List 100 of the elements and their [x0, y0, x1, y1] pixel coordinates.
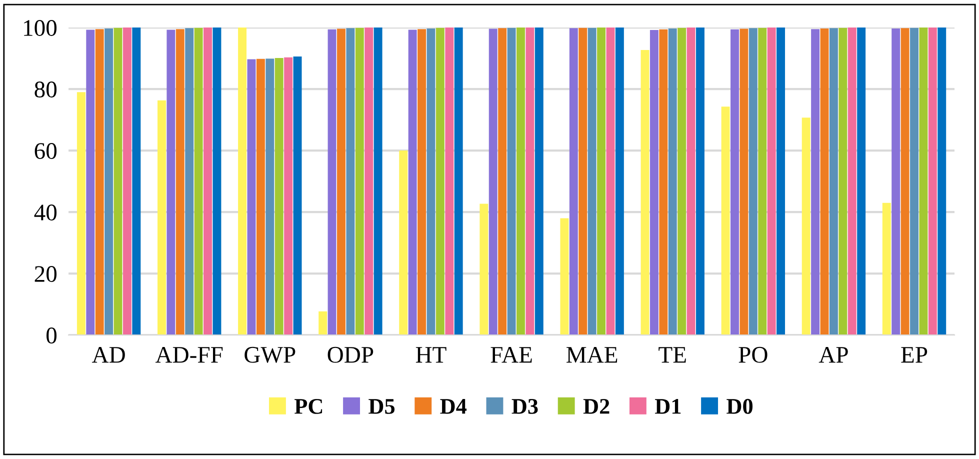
bar	[266, 58, 274, 336]
bar	[86, 30, 95, 336]
bar	[488, 28, 498, 336]
bar	[767, 28, 776, 336]
legend-label: D2	[583, 398, 610, 414]
bar	[659, 29, 668, 336]
bar	[176, 29, 184, 336]
bar	[606, 28, 615, 336]
bar	[158, 100, 166, 336]
bar	[238, 28, 247, 336]
bar	[436, 28, 444, 336]
x-tick-label: AD-FF	[155, 346, 223, 363]
bar	[318, 311, 328, 336]
legend-label: D5	[368, 399, 395, 414]
bar	[650, 30, 658, 336]
bar	[293, 56, 302, 336]
bar	[686, 28, 696, 336]
bar	[838, 28, 848, 336]
bar	[122, 28, 132, 336]
bar	[185, 28, 194, 336]
bar	[337, 28, 346, 336]
bar	[346, 28, 355, 336]
bar	[848, 28, 856, 336]
bar	[399, 150, 408, 336]
x-tick-label: PO	[738, 346, 768, 363]
bar	[274, 58, 284, 336]
legend-label: D4	[440, 399, 467, 414]
bar	[355, 28, 364, 336]
bar	[919, 28, 928, 336]
bar	[507, 28, 516, 336]
bar	[480, 204, 488, 336]
bar	[247, 59, 256, 336]
bar	[640, 50, 650, 336]
x-tick-label: EP	[901, 347, 928, 363]
bar	[721, 106, 730, 336]
bar	[516, 28, 525, 336]
bar	[740, 28, 748, 336]
bar	[256, 58, 265, 336]
bar	[938, 28, 946, 336]
x-tick-label: AD	[92, 346, 125, 363]
legend-label: D1	[655, 399, 681, 414]
bar	[76, 92, 86, 336]
bar	[104, 28, 114, 336]
bar	[114, 28, 122, 336]
y-tick-label: 60	[34, 143, 57, 159]
bar	[892, 28, 900, 336]
bar	[678, 28, 686, 336]
x-tick-label: GWP	[244, 346, 296, 363]
bar	[928, 28, 937, 336]
bar	[597, 28, 606, 336]
bar	[445, 28, 454, 336]
bar	[569, 28, 578, 336]
legend-label: PC	[294, 398, 322, 414]
bar	[802, 118, 810, 336]
bar	[910, 28, 918, 336]
bar	[204, 28, 212, 336]
x-tick-label: MAE	[566, 346, 618, 363]
bar	[418, 29, 426, 336]
bar	[534, 28, 544, 336]
bar	[374, 28, 382, 336]
bar	[730, 29, 739, 336]
bar	[454, 28, 463, 336]
bar	[820, 28, 829, 336]
bar	[882, 202, 891, 336]
bar	[560, 218, 569, 336]
legend-label: D0	[726, 398, 753, 414]
bar	[857, 28, 866, 336]
bar	[811, 29, 820, 336]
legend-label: D3	[512, 398, 538, 414]
bar	[900, 28, 910, 336]
bar	[615, 28, 624, 336]
y-tick-label: 40	[34, 204, 57, 220]
x-tick-label: HT	[416, 347, 446, 363]
bar	[758, 28, 767, 336]
y-tick-label: 80	[34, 82, 57, 98]
bar	[408, 30, 417, 336]
x-tick-label: TE	[658, 347, 686, 363]
bar	[588, 28, 596, 336]
y-tick-label: 20	[34, 266, 57, 282]
bar	[578, 28, 588, 336]
x-tick-label: ODP	[328, 346, 374, 363]
bar	[132, 28, 141, 336]
bar	[194, 28, 203, 336]
bar	[328, 29, 336, 336]
bar	[284, 57, 293, 336]
bar	[498, 28, 507, 336]
y-tick-label: 0	[46, 328, 57, 344]
bar	[696, 28, 704, 336]
bar	[748, 28, 758, 336]
bar	[212, 28, 222, 336]
x-tick-label: AP	[818, 346, 848, 363]
bar	[668, 28, 677, 336]
bar	[426, 28, 436, 336]
x-tick-label: FAE	[490, 346, 532, 363]
bar	[95, 29, 104, 336]
y-tick-label: 100	[24, 20, 57, 36]
bar	[776, 28, 786, 336]
bar	[526, 28, 534, 336]
bar	[364, 28, 374, 336]
bar	[166, 30, 176, 336]
